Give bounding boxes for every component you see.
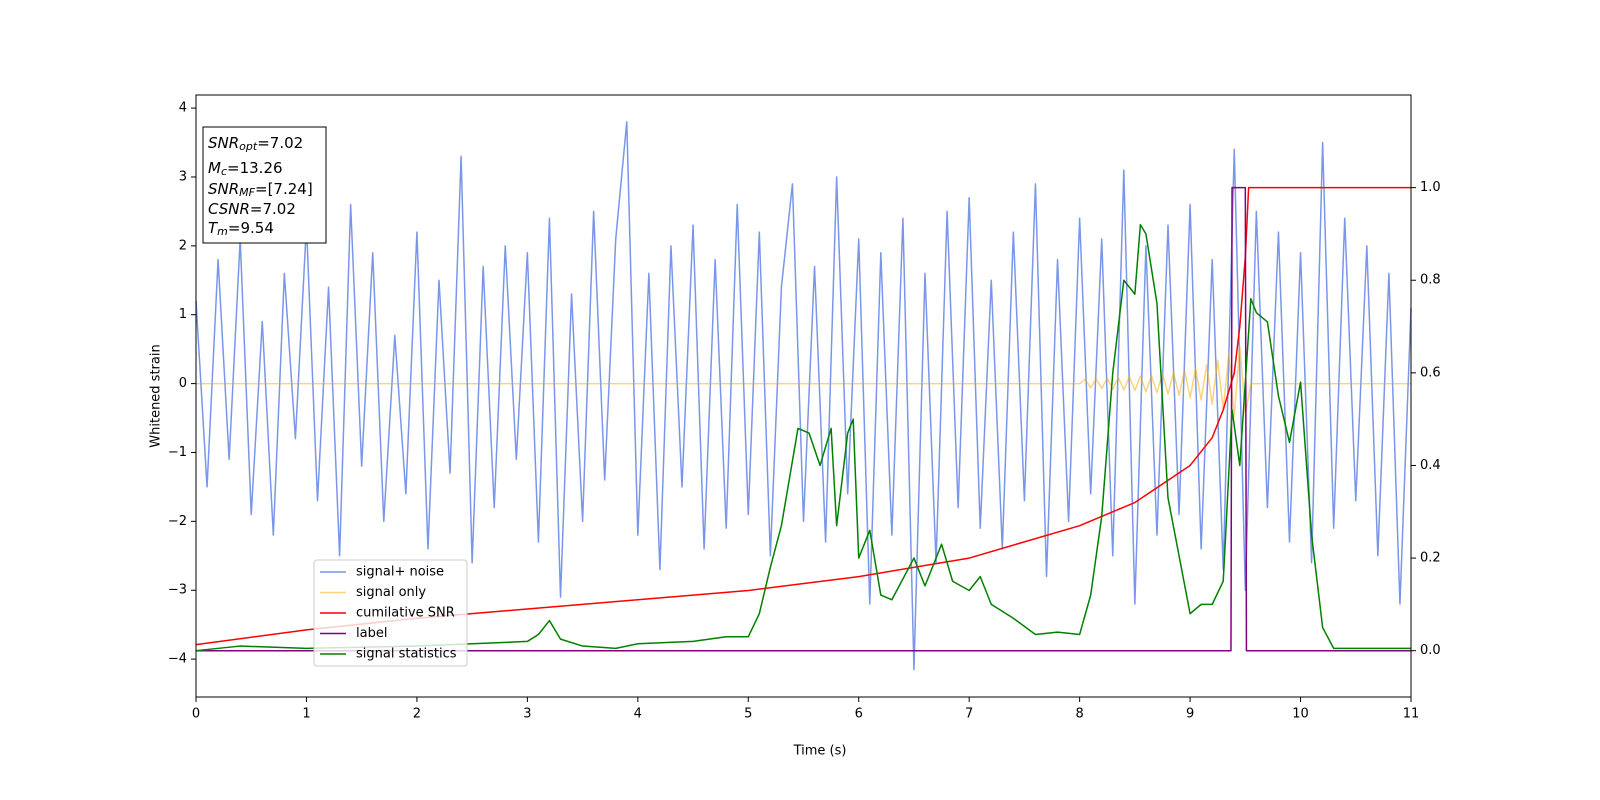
x-tick-label: 4: [634, 707, 642, 722]
x-tick-label: 8: [1075, 707, 1083, 722]
legend: signal+ noise signal only cumilative SNR la…: [313, 559, 468, 667]
annotation: CSNR=7.02: [208, 200, 296, 218]
y2-tick-label: 1.0: [1420, 180, 1441, 195]
annotation: Mc=13.26: [208, 159, 283, 179]
y-tick-label: −3: [168, 583, 187, 598]
y2-tick-label: 0.0: [1420, 643, 1441, 658]
x-tick-label: 0: [192, 707, 200, 722]
annotation-subscript: m: [217, 225, 228, 238]
y-tick-label: −4: [168, 652, 187, 667]
plot-frame: [195, 94, 1412, 698]
annotation-symbol: CSNR: [208, 200, 250, 218]
y-tick-label: 3: [179, 169, 187, 184]
x-tick-label: 9: [1186, 707, 1194, 722]
annotation-text: =13.26: [227, 159, 283, 177]
y-tick-label: 1: [179, 307, 187, 322]
series-line: [195, 186, 1411, 646]
y2-tick-label: 0.6: [1420, 365, 1441, 380]
y2-tick-label: 0.8: [1420, 273, 1441, 288]
y-axis-label: Whitened strain: [149, 344, 164, 447]
annotation-box: SNRopt=7.02Mc=13.26SNRMF=[7.24]CSNR=7.02…: [202, 126, 327, 244]
x-tick-label: 3: [523, 707, 531, 722]
annotation: SNRMF=[7.24]: [208, 180, 313, 200]
annotation: Tm=9.54: [208, 219, 274, 239]
annotation-symbol: M: [208, 159, 221, 177]
series-line: [195, 223, 1411, 652]
annotation-text: =[7.24]: [255, 180, 313, 198]
y-tick-label: 0: [179, 376, 187, 391]
annotation-symbol: T: [208, 219, 219, 237]
legend-label: signal+ noise: [356, 565, 444, 580]
annotation-text: =7.02: [250, 200, 296, 218]
series-line: [196, 186, 1411, 652]
legend-label: label: [356, 626, 387, 641]
y2-tick-label: 0.2: [1420, 551, 1441, 566]
annotation-symbol: SNR: [208, 180, 239, 198]
legend-frame: [313, 559, 468, 667]
x-tick-label: 7: [965, 707, 973, 722]
annotation-subscript: MF: [239, 186, 255, 199]
annotation-text: =9.54: [228, 219, 274, 237]
x-tick-label: 1: [302, 707, 310, 722]
annotation-text: =7.02: [257, 134, 303, 152]
legend-label: signal only: [356, 585, 426, 600]
y-tick-label: 4: [179, 101, 187, 116]
y-tick-label: −1: [168, 445, 187, 460]
annotation-frame: [202, 126, 327, 244]
x-tick-label: 2: [413, 707, 421, 722]
x-tick-label: 10: [1292, 707, 1309, 722]
annotation-subscript: c: [221, 165, 227, 178]
x-tick-label: 5: [744, 707, 752, 722]
annotation: SNRopt=7.02: [208, 134, 303, 154]
legend-label: cumilative SNR: [356, 606, 455, 621]
x-tick-label: 11: [1403, 707, 1420, 722]
series-line: [196, 344, 1411, 418]
x-axis-label: Time (s): [793, 744, 847, 759]
annotation-subscript: opt: [239, 140, 258, 153]
x-tick-label: 6: [855, 707, 863, 722]
series-line: [195, 121, 1412, 671]
y-tick-label: −2: [168, 514, 187, 529]
y-tick-label: 2: [179, 238, 187, 253]
plot-lines: [195, 121, 1412, 671]
legend-label: signal statistics: [356, 647, 457, 662]
annotation-symbol: SNR: [208, 134, 239, 152]
y2-tick-label: 0.4: [1420, 458, 1441, 473]
